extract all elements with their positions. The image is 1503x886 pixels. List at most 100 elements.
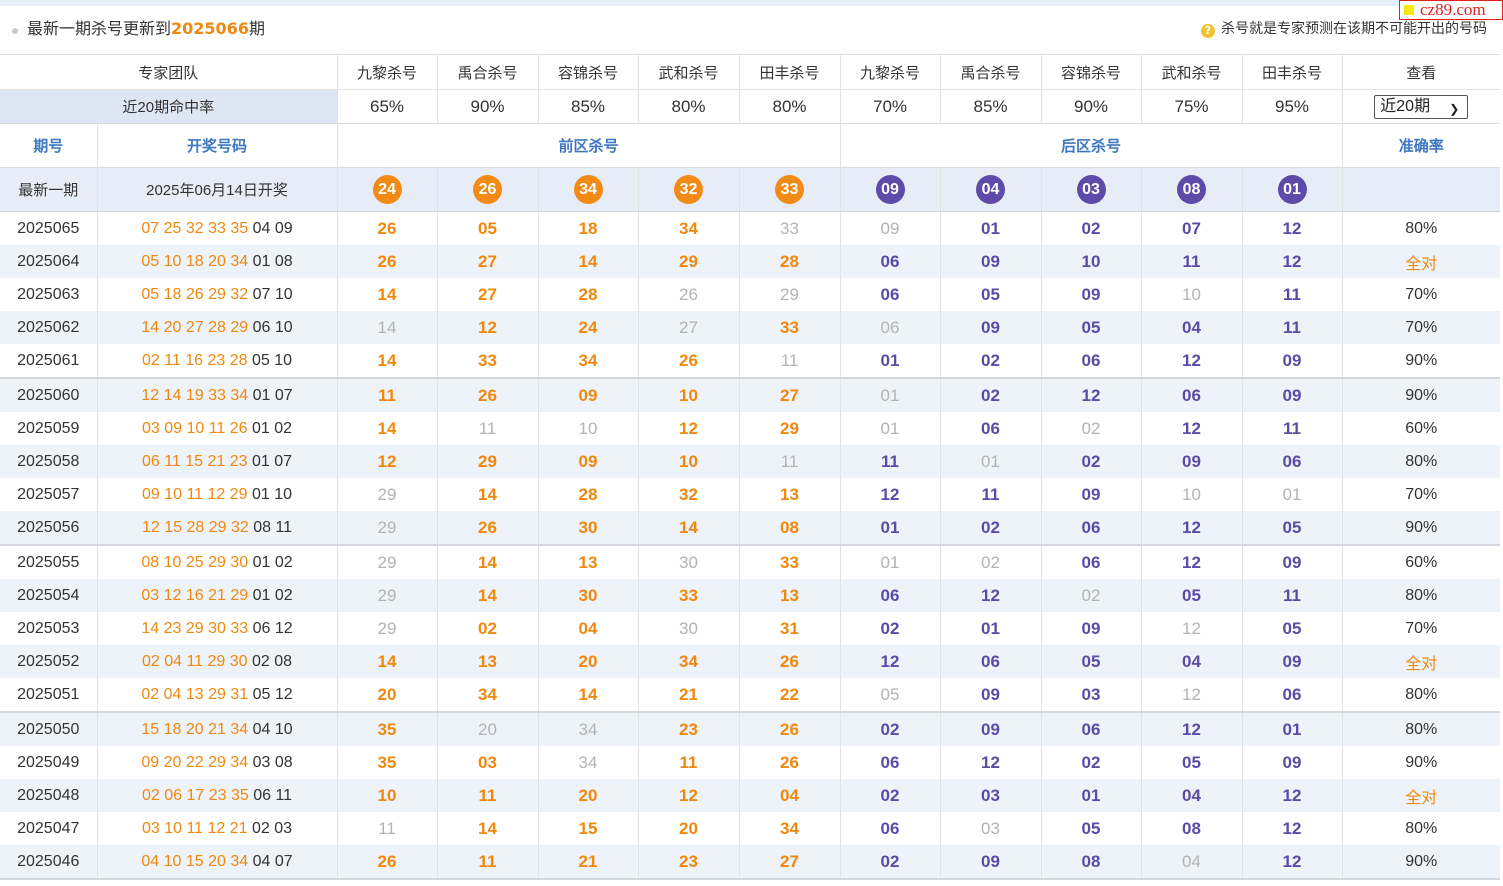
accuracy-value: 60% [1405,419,1438,437]
front-kill-number: 21 [679,684,698,704]
front-kill-number-cell: 26 [437,511,539,545]
front-kill-ball: 33 [775,175,805,204]
back-kill-number-cell: 04 [1141,845,1243,880]
front-draw-numbers: 15 18 20 21 34 [141,720,249,738]
front-kill-number-cell: 11 [437,845,539,880]
front-kill-number: 23 [679,851,698,871]
bullet-dot-icon [12,28,18,34]
back-kill-number-cell: 09 [940,311,1042,344]
front-kill-ball: 26 [473,175,503,204]
back-kill-number-cell: 11 [840,445,941,478]
back-kill-number: 12 [1182,684,1201,704]
period-number: 2025063 [0,278,98,311]
front-kill-number: 34 [679,218,698,238]
front-kill-number-cell: 08 [739,511,841,545]
back-draw-numbers: 05 10 [252,351,293,369]
front-kill-number: 26 [679,284,698,304]
front-kill-number-cell: 26 [437,377,539,412]
back-kill-number: 03 [1081,684,1101,704]
back-kill-number-cell: 12 [1141,612,1243,645]
back-draw-numbers: 06 12 [252,619,293,637]
front-kill-number-cell: 30 [638,544,740,579]
back-kill-number: 05 [1081,317,1101,337]
back-kill-number-cell: 11 [1141,245,1243,278]
front-kill-number: 09 [578,451,598,471]
back-kill-number-cell: 10 [1141,478,1243,511]
accuracy-value: 全对 [1342,645,1501,678]
front-kill-number-cell: 31 [739,612,841,645]
expert-name: 禹合杀号 [940,54,1042,90]
draw-numbers: 02 04 13 29 31 05 12 [97,678,338,712]
hit-rate-value: 75% [1141,89,1243,124]
back-kill-ball: 01 [1277,175,1307,204]
back-kill-number-cell: 02 [1041,445,1142,478]
question-circle-icon[interactable]: ? [1201,24,1215,38]
back-kill-number-cell: 12 [1141,678,1243,712]
back-kill-number-cell: 12 [1141,511,1243,545]
latest-back-kill: 08 [1141,167,1243,212]
front-kill-number-cell: 14 [337,278,438,311]
front-kill-number-cell: 20 [538,779,639,812]
front-kill-number: 32 [679,484,698,504]
front-kill-number-cell: 29 [337,544,438,579]
front-kill-number-cell: 14 [538,678,639,712]
back-kill-number: 03 [981,818,1000,838]
front-kill-number: 29 [377,517,397,537]
back-kill-number: 02 [1081,585,1101,605]
back-kill-number: 05 [880,684,900,704]
draw-numbers: 14 20 27 28 29 06 10 [97,311,338,344]
draw-numbers: 09 10 11 12 29 01 10 [97,478,338,511]
front-kill-number-cell: 11 [437,779,539,812]
front-kill-number-cell: 11 [337,377,438,412]
back-kill-number: 01 [880,418,900,438]
back-kill-number: 12 [981,585,1000,605]
back-kill-number-cell: 07 [1141,211,1243,245]
accuracy-value: 90% [1342,377,1501,412]
back-kill-number: 02 [880,719,900,739]
table-row: 2025060 12 14 19 33 34 01 07 11 26 09 10 27 01 0… [0,377,1501,412]
front-kill-number: 29 [478,451,497,471]
front-kill-number-cell: 29 [638,245,740,278]
back-kill-number: 05 [1081,818,1101,838]
front-kill-number-cell: 14 [437,478,539,511]
front-kill-number: 35 [377,752,397,772]
accuracy-value: 80% [1405,819,1438,837]
back-draw-numbers: 01 07 [252,452,293,470]
latest-front-kill: 33 [739,167,841,212]
back-kill-number: 03 [981,785,1000,805]
front-kill-number: 29 [377,552,397,572]
front-kill-number-cell: 21 [638,678,740,712]
back-draw-numbers: 04 09 [252,219,293,237]
draw-numbers: 06 11 15 21 23 01 07 [97,445,338,478]
back-kill-number-cell: 04 [1141,311,1243,344]
front-kill-number: 04 [578,618,598,638]
back-kill-number: 12 [1182,618,1201,638]
front-kill-number-cell: 12 [437,311,539,344]
front-kill-number-cell: 29 [739,412,841,445]
back-kill-number-cell: 12 [1242,779,1343,812]
front-kill-number: 30 [578,585,598,605]
back-kill-number: 11 [881,451,899,471]
front-kill-number: 04 [780,785,799,805]
back-kill-number: 01 [1282,719,1302,739]
front-kill-number: 14 [478,484,497,504]
latest-front-kill: 26 [437,167,539,212]
front-kill-number-cell: 14 [337,645,438,678]
back-kill-number: 09 [1282,350,1302,370]
back-kill-number: 02 [981,350,1000,370]
back-kill-number-cell: 11 [1242,579,1343,612]
front-kill-number: 30 [679,618,698,638]
period-range-select[interactable]: 近20期 ❯ [1374,94,1469,119]
back-kill-number: 06 [981,651,1000,671]
back-kill-number-cell: 06 [1141,377,1243,412]
back-kill-number: 02 [880,785,900,805]
front-kill-number-cell: 26 [739,746,841,779]
back-kill-number-cell: 05 [1141,579,1243,612]
accuracy-value: 全对 [1342,245,1501,278]
front-kill-number-cell: 30 [538,579,639,612]
back-kill-number-cell: 09 [1041,478,1142,511]
back-kill-number: 06 [880,818,900,838]
back-draw-numbers: 06 11 [253,786,293,804]
accuracy-value: 90% [1342,845,1501,880]
front-kill-number: 26 [478,517,497,537]
